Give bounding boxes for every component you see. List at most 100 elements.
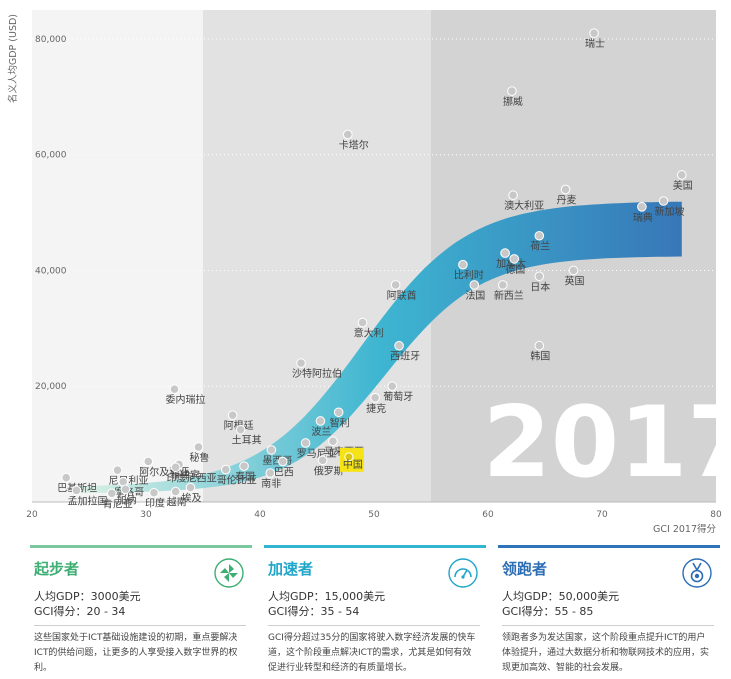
data-point-group: 西班牙 — [390, 340, 420, 363]
x-tick-label: 30 — [140, 510, 152, 520]
development-curve-band — [77, 201, 682, 493]
point-label: 西班牙 — [390, 351, 420, 363]
panel-description: GCI得分超过35分的国家将驶入数字经济发展的快车道，这个阶段重点解决ICT的需… — [268, 633, 476, 673]
point-label: 土耳其 — [232, 434, 262, 447]
data-point — [342, 129, 353, 140]
point-label: 印度尼西亚 — [167, 471, 217, 484]
gdp-stat: 人均GDP：50,000美元 — [502, 590, 620, 603]
point-label: 哥伦比亚 — [217, 474, 257, 487]
data-point — [658, 196, 669, 206]
data-point — [112, 465, 123, 475]
point-label: 卡塔尔 — [339, 138, 369, 151]
data-point — [534, 340, 545, 351]
data-point-group: 越南 — [167, 486, 187, 509]
panel-description: 这些国家处于ICT基础设施建设的初期，重点要解决ICT的供给问题，让更多的人享受… — [34, 633, 238, 673]
point-label: 波兰 — [311, 425, 331, 438]
data-point-group: 秘鲁 — [189, 442, 209, 464]
data-point-group: 韩国 — [530, 340, 550, 363]
gdp-stat: 人均GDP：3000美元 — [34, 590, 141, 603]
point-label: 委内瑞拉 — [166, 393, 206, 406]
data-point — [333, 407, 344, 418]
data-point — [193, 442, 204, 452]
point-label: 澳大利亚 — [504, 199, 544, 212]
data-point-group: 卡塔尔 — [339, 129, 369, 151]
point-label: 沙特阿拉伯 — [292, 367, 342, 380]
stage-panels: 起步者 人均GDP：3000美元 GCI得分：20 - 34 这些国家处于ICT… — [30, 545, 720, 675]
point-label: 新加坡 — [655, 205, 685, 218]
year-label: 2017 — [483, 386, 731, 500]
data-point-group: 土耳其 — [232, 424, 262, 447]
data-point-group: 沙特阿拉伯 — [292, 358, 342, 380]
data-point — [170, 486, 181, 497]
data-point — [227, 410, 238, 420]
x-tick-label: 70 — [596, 510, 608, 520]
point-label: 俄罗斯 — [314, 464, 344, 477]
data-point-group: 美国 — [673, 170, 693, 192]
data-point-group: 德国 — [505, 254, 525, 276]
point-label: 巴西 — [274, 466, 294, 478]
data-point-group: 比利时 — [454, 259, 484, 282]
data-point — [469, 280, 480, 290]
point-label: 越南 — [167, 496, 187, 509]
point-label: 墨西哥 — [262, 455, 292, 467]
data-point-group: 哥伦比亚 — [217, 464, 257, 487]
data-point — [370, 393, 380, 403]
data-point — [266, 445, 277, 455]
data-point — [265, 468, 276, 478]
data-point-group: 日本 — [530, 271, 550, 293]
point-label: 罗马尼亚 — [297, 448, 337, 460]
point-label: 印度 — [145, 497, 165, 510]
data-point — [170, 462, 181, 473]
data-point-group: 巴西 — [274, 456, 294, 478]
gci-stat: GCI得分：55 - 85 — [502, 605, 594, 618]
data-point — [71, 485, 82, 496]
gci-gdp-scatter-chart: 2017 20 30 40 50 60 70 80 20,000 40,000 60,000 80,0… — [7, 10, 731, 535]
data-point-group: 印度尼西亚 — [167, 462, 217, 484]
data-point-group: 挪威 — [503, 86, 523, 108]
medal-icon — [682, 558, 712, 588]
data-point — [120, 484, 131, 495]
point-label: 美国 — [673, 179, 693, 192]
data-point — [61, 472, 71, 483]
data-point — [328, 436, 338, 447]
data-point — [500, 248, 510, 258]
point-label: 英国 — [565, 274, 585, 287]
data-point — [677, 170, 687, 180]
pinwheel-icon — [214, 558, 244, 588]
x-tick-label: 60 — [482, 510, 494, 520]
data-point-group: 俄罗斯 — [314, 455, 344, 477]
point-label: 中国 — [343, 458, 363, 471]
data-point-group: 澳大利亚 — [504, 190, 544, 212]
data-point — [149, 487, 159, 498]
data-point — [637, 202, 647, 212]
point-label: 比利时 — [454, 270, 484, 282]
data-point — [143, 456, 154, 467]
data-point-group: 肯尼亚 — [103, 488, 133, 510]
point-label: 孟加拉国 — [67, 494, 107, 507]
data-point-group: 尼日利亚 — [109, 465, 149, 487]
y-tick-label: 20,000 — [35, 382, 67, 392]
zone-1 — [32, 10, 203, 502]
data-point-group: 南非 — [261, 468, 281, 490]
data-point-group: 孟加拉国 — [67, 485, 107, 507]
divider — [34, 625, 246, 626]
data-point — [509, 254, 520, 264]
x-tick-label: 80 — [710, 510, 722, 520]
data-point — [300, 438, 311, 448]
data-point — [508, 190, 518, 201]
data-point — [560, 184, 571, 195]
point-label: 法国 — [465, 289, 485, 302]
x-tick-label: 20 — [26, 510, 38, 520]
data-point — [458, 259, 468, 270]
point-label: 泰国 — [235, 470, 255, 483]
chart-svg: 2017 20 30 40 50 60 70 80 20,000 40,000 60,000 80,0… — [7, 10, 731, 535]
panel-description: 领跑者多为发达国家，这个阶段重点提升ICT的用户体验提升，通过大数据分析和物联网… — [502, 633, 710, 673]
panel-title: 起步者 — [34, 560, 80, 578]
data-point — [344, 452, 354, 462]
data-point — [278, 456, 288, 467]
data-point — [185, 482, 196, 493]
point-label: 挪威 — [503, 95, 523, 108]
data-point — [568, 265, 579, 276]
data-point-group: 委内瑞拉 — [166, 384, 206, 406]
data-point-group: 葡萄牙 — [383, 381, 413, 403]
